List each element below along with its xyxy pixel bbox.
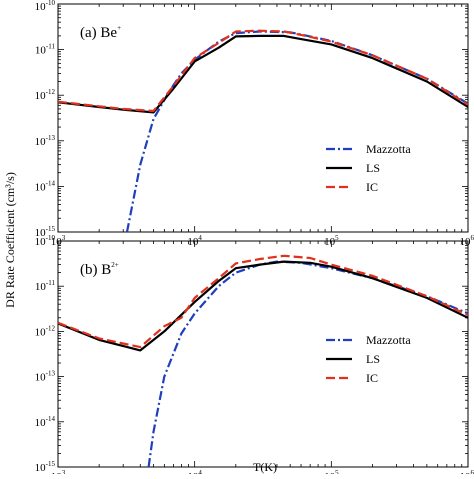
x-tick-label: 103 [51, 469, 66, 474]
legend-label: IC [366, 180, 378, 194]
legend-label: Mazzotta [366, 333, 411, 347]
series-group [58, 256, 468, 467]
chart-panel-b: 10310410510610-1010-1110-1210-1310-1410-… [35, 234, 474, 474]
plot-frame [58, 241, 468, 467]
y-tick-label: 10-14 [35, 179, 56, 193]
y-tick-label: 10-14 [35, 415, 56, 429]
legend-label: LS [366, 352, 380, 366]
series-group [58, 31, 468, 232]
x-tick-label: 106 [460, 469, 474, 474]
y-tick-label: 10-13 [35, 370, 56, 384]
series-line-ls [58, 36, 468, 113]
panel-label: (a) Be+ [80, 24, 121, 41]
legend-label: IC [366, 371, 378, 385]
legend-label: Mazzotta [366, 142, 411, 156]
x-tick-label: 105 [324, 469, 339, 474]
y-tick-label: 10-11 [35, 279, 56, 293]
series-line-mazzotta [149, 262, 468, 467]
x-tick-label: 104 [187, 469, 202, 474]
y-tick-label: 10-12 [35, 324, 56, 338]
series-line-mazzotta [127, 32, 468, 233]
y-tick-label: 10-12 [35, 88, 56, 102]
y-tick-label: 10-13 [35, 134, 56, 148]
panel-label: (b) B2+ [80, 261, 119, 278]
legend-label: LS [366, 161, 380, 175]
plot-frame [58, 4, 468, 232]
y-axis-title: DR Rate Coefficient (cm³/s) [3, 172, 17, 308]
y-tick-label: 10-11 [35, 43, 56, 57]
y-tick-label: 10-10 [35, 0, 56, 13]
